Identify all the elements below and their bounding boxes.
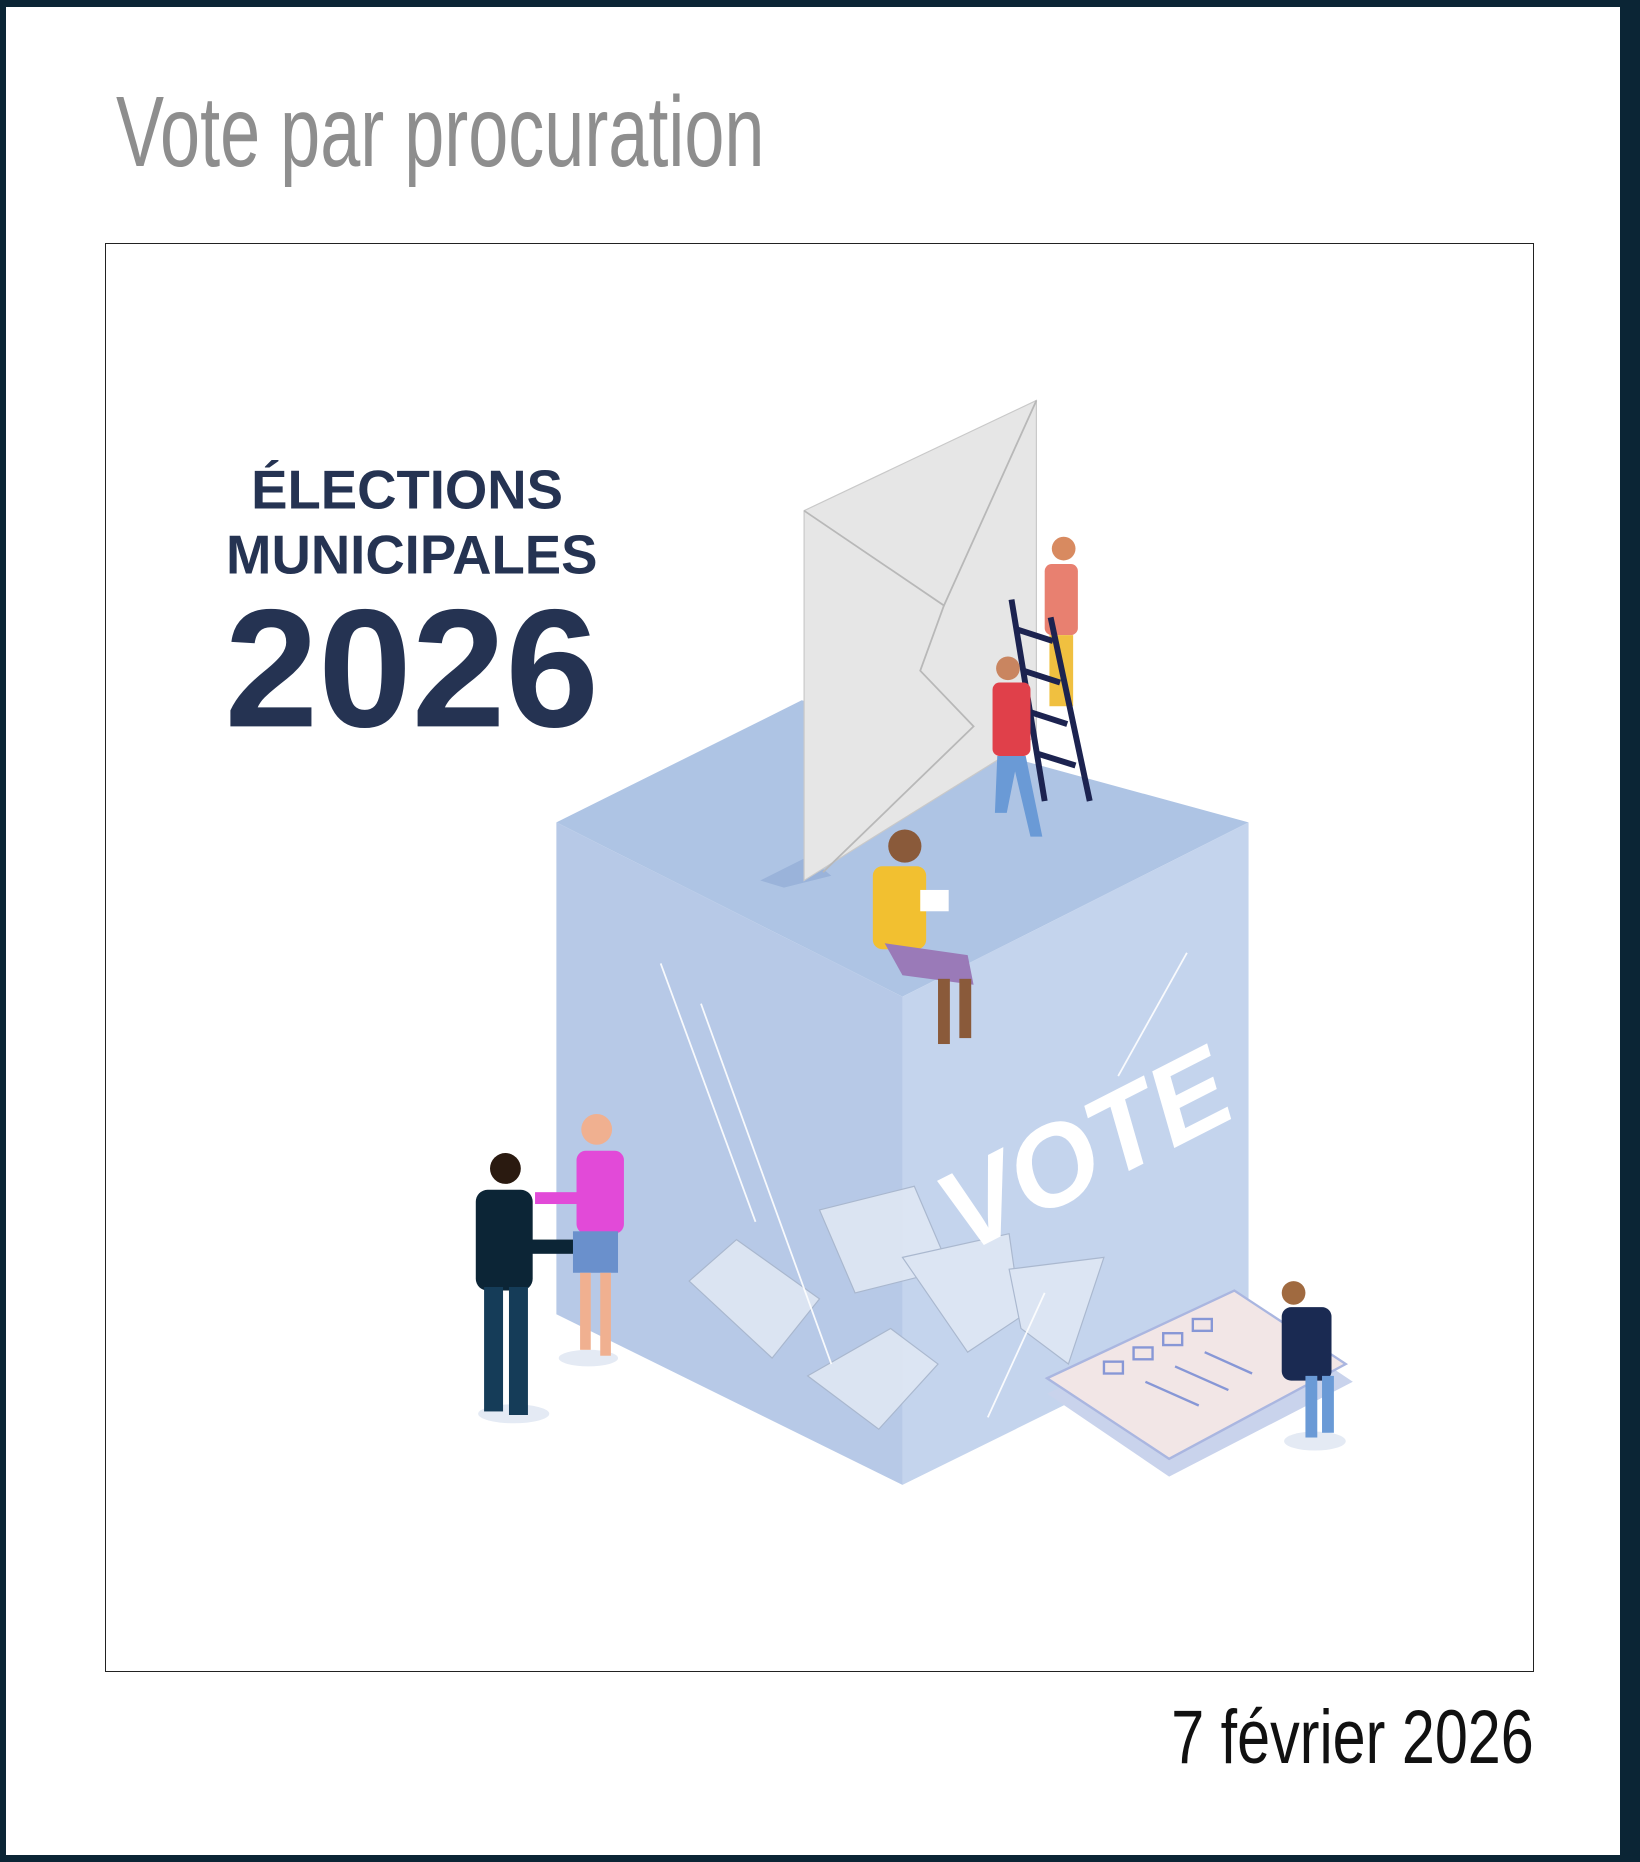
person-woman-pink xyxy=(535,1113,624,1367)
headline: ÉLECTIONS MUNICIPALES 2026 xyxy=(225,459,599,762)
publication-date: 7 février 2026 xyxy=(1171,1695,1534,1780)
election-illustration: ÉLECTIONS MUNICIPALES 2026 VOTE xyxy=(225,399,1353,1485)
people xyxy=(475,536,1346,1451)
illustration-frame: ÉLECTIONS MUNICIPALES 2026 VOTE xyxy=(105,243,1534,1672)
headline-municipales: MUNICIPALES xyxy=(226,524,597,585)
person-man-left xyxy=(475,1153,583,1424)
headline-elections: ÉLECTIONS xyxy=(251,459,563,520)
headline-year: 2026 xyxy=(225,574,599,762)
person-holding-ladder xyxy=(992,656,1043,837)
ballot-box: VOTE xyxy=(556,399,1254,1485)
ballots-inside xyxy=(688,1185,1105,1431)
person-sitting-reading xyxy=(872,829,974,1045)
ballot-papers xyxy=(1044,1289,1353,1477)
person-writing-ballot xyxy=(1281,1281,1346,1451)
page-title: Vote par procuration xyxy=(116,76,765,188)
